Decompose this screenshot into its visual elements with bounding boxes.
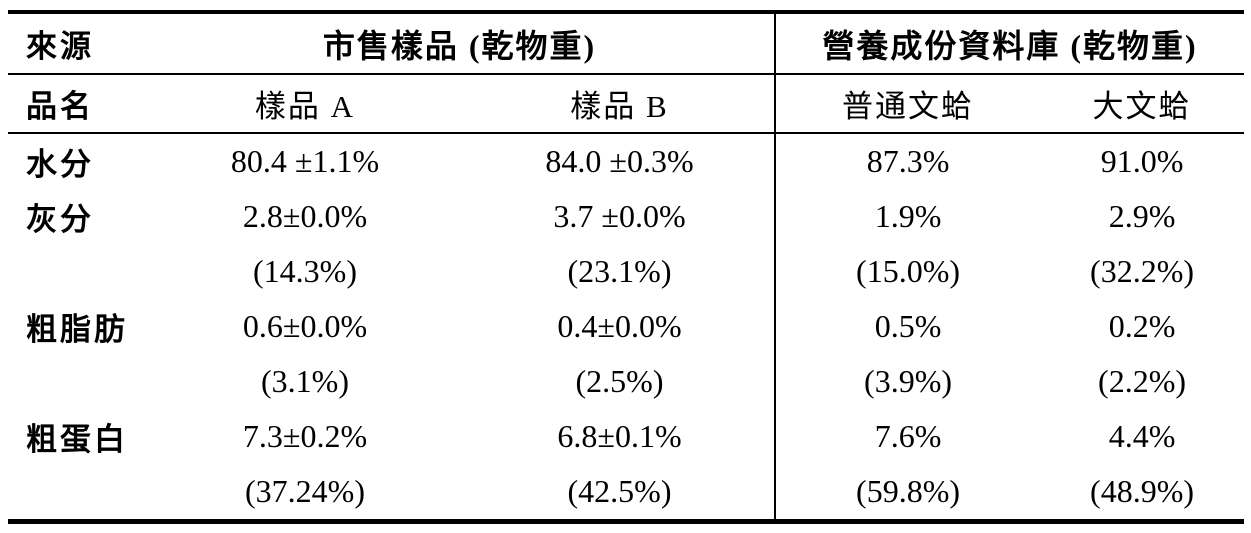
value-cell: 4.4% [1108, 418, 1176, 454]
value-cell: 0.6±0.0% [242, 308, 368, 344]
value-cell: 7.3±0.2% [242, 418, 368, 454]
value-cell: (23.1%) [567, 253, 672, 289]
value-cell: (15.0%) [774, 244, 1041, 299]
row-label-cell [8, 464, 145, 522]
value-cell: (14.3%) [253, 253, 357, 289]
nutrition-database-group-header: 營養成份資料庫 (乾物重) [774, 12, 1245, 75]
value-cell: (2.2%) [1098, 363, 1186, 399]
value-cell: (37.24%) [245, 473, 365, 509]
row-label-cell: 水分 [26, 147, 94, 182]
nutrition-comparison-table: 來源 市售樣品 (乾物重) 營養成份資料庫 (乾物重) 品名 樣品 A 樣品 B… [8, 10, 1245, 524]
value-cell: 80.4 ±1.1% [230, 143, 380, 179]
value-cell: 2.9% [1108, 198, 1176, 234]
value-cell: 6.8±0.1% [557, 418, 682, 454]
market-samples-group-header: 市售樣品 (乾物重) [145, 12, 776, 75]
value-cell: 2.8±0.0% [242, 198, 368, 234]
value-cell: (2.5%) [575, 363, 664, 399]
value-cell: (48.9%) [1090, 473, 1194, 509]
table-row-ash: 灰分 2.8±0.0% 3.7 ±0.0% 1.9% 2.9% [8, 189, 1244, 244]
value-cell: 84.0 ±0.3% [545, 143, 694, 179]
source-header-cell: 來源 [8, 12, 145, 75]
row-label-cell [8, 244, 145, 299]
row-label-cell: 灰分 [26, 202, 94, 237]
header-row-names: 品名 樣品 A 樣品 B 普通文蛤 大文蛤 [8, 74, 1245, 134]
row-label-cell [8, 354, 145, 409]
value-cell: (59.8%) [774, 464, 1041, 522]
value-cell: 7.6% [774, 409, 1041, 464]
column-header-common-clam: 普通文蛤 [774, 74, 1041, 134]
value-cell: 0.4±0.0% [557, 308, 682, 344]
row-label-cell: 粗脂肪 [26, 312, 128, 347]
value-cell: 3.7 ±0.0% [553, 198, 686, 234]
table-row-crude-protein: 粗蛋白 7.3±0.2% 6.8±0.1% 7.6% 4.4% [8, 409, 1244, 464]
table-row-crude-fat-drypct: (3.1%) (2.5%) (3.9%) (2.2%) [8, 354, 1244, 409]
value-cell: 1.9% [774, 189, 1041, 244]
row-label-cell: 粗蛋白 [26, 422, 128, 457]
name-header-cell: 品名 [8, 74, 145, 134]
table-row-crude-protein-drypct: (37.24%) (42.5%) (59.8%) (48.9%) [8, 464, 1244, 522]
header-row-source: 來源 市售樣品 (乾物重) 營養成份資料庫 (乾物重) [8, 12, 1245, 75]
value-cell: 0.2% [1108, 308, 1176, 344]
value-cell: (3.1%) [261, 363, 349, 399]
column-header-sample-b: 樣品 B [465, 74, 776, 134]
value-cell: (32.2%) [1090, 253, 1194, 289]
value-cell: (42.5%) [567, 473, 672, 509]
column-header-sample-a: 樣品 A [145, 74, 465, 134]
column-header-large-clam: 大文蛤 [1040, 74, 1245, 134]
table-row-ash-drypct: (14.3%) (23.1%) (15.0%) (32.2%) [8, 244, 1244, 299]
value-cell: (3.9%) [774, 354, 1041, 409]
value-cell: 87.3% [774, 133, 1041, 189]
value-cell: 91.0% [1100, 143, 1184, 179]
table-row-moisture: 水分 80.4 ±1.1% 84.0 ±0.3% 87.3% 91.0% [8, 133, 1244, 189]
table-row-crude-fat: 粗脂肪 0.6±0.0% 0.4±0.0% 0.5% 0.2% [8, 299, 1244, 354]
value-cell: 0.5% [774, 299, 1041, 354]
